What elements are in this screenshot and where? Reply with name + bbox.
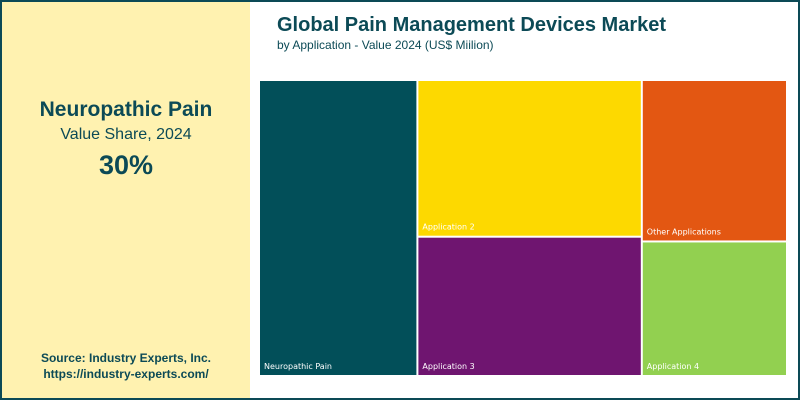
treemap-tile-label: Application 2 [422,223,474,232]
highlight-panel: Neuropathic Pain Value Share, 2024 30% S… [2,2,250,398]
treemap-tile-label: Other Applications [647,227,721,236]
treemap-tile-label: Neuropathic Pain [264,362,332,371]
treemap-tile[interactable] [418,81,641,236]
source-url[interactable]: https://industry-experts.com/ [43,367,209,381]
chart-title: Global Pain Management Devices Market [277,14,667,36]
treemap-tile-label: Application 3 [422,362,474,371]
chart-subtitle: by Application - Value 2024 (US$ Miilion… [277,38,494,52]
source-note: Source: Industry Experts, Inc. https://i… [2,350,250,382]
treemap-tile[interactable] [418,237,641,375]
highlight-subtitle: Value Share, 2024 [60,126,192,143]
highlight-title: Neuropathic Pain [39,98,213,121]
treemap-tile[interactable] [642,242,786,375]
treemap-tile[interactable] [260,81,417,375]
treemap-tile-label: Application 4 [647,362,699,371]
treemap-tile[interactable] [642,81,786,241]
source-line: Source: Industry Experts, Inc. [40,351,212,365]
highlight-value: 30% [98,150,154,180]
